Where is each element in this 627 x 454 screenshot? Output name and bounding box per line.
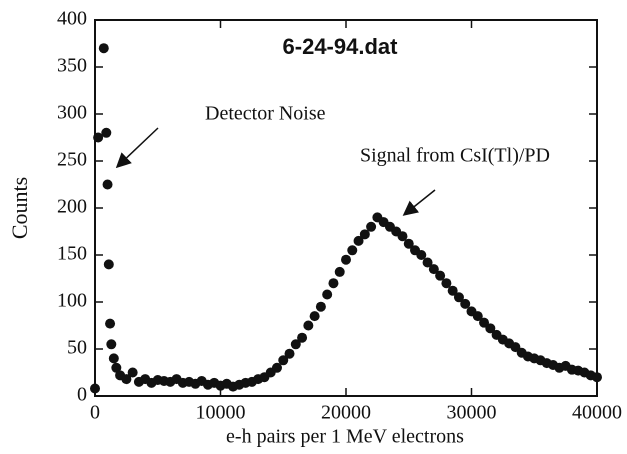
data-point: [101, 127, 112, 138]
data-point: [93, 132, 104, 143]
data-point: [315, 301, 326, 312]
y-tick-label: 0: [77, 384, 87, 406]
data-point: [341, 254, 351, 265]
data-point: [441, 278, 452, 289]
data-point: [98, 43, 109, 54]
data-point: [416, 250, 427, 260]
data-point: [103, 259, 114, 270]
y-axis-label: Counts: [7, 177, 32, 239]
annotation-arrow: [115, 127, 159, 169]
data-point: [447, 285, 458, 296]
y-tick-label: 100: [57, 290, 87, 312]
x-tick-label: 40000: [572, 402, 622, 424]
data-point: [303, 320, 314, 331]
chart-title: 6-24-94.dat: [283, 34, 399, 59]
data-point: [592, 372, 602, 383]
data-point: [309, 311, 320, 322]
data-point: [111, 362, 122, 373]
data-point: [271, 362, 282, 373]
data-point: [127, 367, 138, 378]
y-tick-label: 200: [57, 196, 87, 218]
annotation: Signal from CsI(Tl)/PD: [360, 145, 550, 167]
y-tick-label: 50: [67, 337, 87, 359]
data-point: [278, 355, 289, 366]
data-point: [105, 318, 116, 329]
y-tick-label: 350: [57, 55, 87, 77]
data-point: [284, 348, 295, 359]
annotation-arrow: [402, 189, 436, 216]
data-point: [366, 221, 377, 232]
data-point: [422, 257, 433, 268]
data-point: [359, 229, 370, 240]
data-point: [106, 339, 117, 350]
data-point: [453, 292, 464, 303]
data-point: [460, 298, 471, 309]
data-point: [322, 289, 333, 300]
x-axis-label: e-h pairs per 1 MeV electrons: [226, 426, 464, 448]
data-point: [108, 353, 119, 364]
data-point: [102, 179, 113, 190]
x-tick-label: 20000: [321, 402, 371, 424]
x-tick-label: 0: [90, 402, 100, 424]
data-point: [435, 270, 446, 281]
data-point: [90, 383, 100, 394]
data-point: [397, 231, 408, 242]
data-point: [290, 339, 301, 350]
data-point: [297, 332, 308, 343]
plot-frame: [94, 19, 598, 397]
data-point: [485, 323, 496, 334]
annotation: Detector Noise: [205, 103, 326, 125]
y-tick-label: 150: [57, 243, 87, 265]
data-point: [328, 278, 339, 289]
data-point: [121, 374, 132, 385]
data-point: [334, 266, 345, 277]
data-point: [403, 238, 414, 249]
data-point: [428, 264, 439, 275]
y-tick-label: 250: [57, 149, 87, 171]
y-tick-label: 400: [57, 8, 87, 30]
x-tick-label: 30000: [447, 402, 497, 424]
x-tick-label: 10000: [196, 402, 246, 424]
data-point: [347, 245, 358, 256]
data-point: [353, 235, 364, 246]
data-point: [472, 311, 483, 322]
y-tick-label: 300: [57, 102, 87, 124]
